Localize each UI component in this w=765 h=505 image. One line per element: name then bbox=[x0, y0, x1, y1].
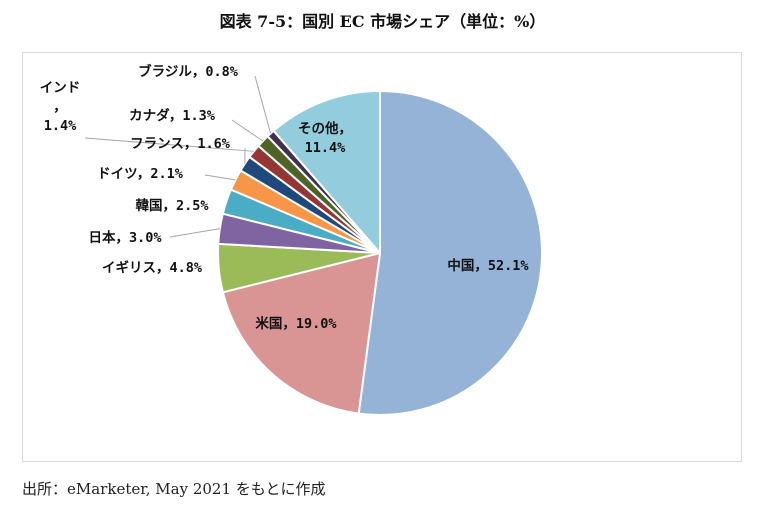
data-label-イギリス: イギリス，4.8% bbox=[102, 260, 203, 276]
pie-slice-米国 bbox=[221, 251, 382, 415]
data-label-ブラジル: ブラジル，0.8% bbox=[138, 63, 239, 80]
data-label-韓国: 韓国，2.5% bbox=[135, 197, 209, 214]
leader-line-日本 bbox=[169, 228, 220, 238]
leader-line-カナダ bbox=[231, 119, 264, 142]
leader-line-ブラジル bbox=[254, 75, 272, 134]
data-label-ドイツ: ドイツ，2.1% bbox=[97, 166, 184, 182]
data-label-カナダ: カナダ，1.3% bbox=[129, 107, 216, 124]
leader-line-ドイツ bbox=[204, 174, 236, 181]
data-label-インド: インド， 1.4% bbox=[40, 80, 81, 134]
data-label-米国: 米国，19.0% bbox=[255, 315, 337, 332]
data-label-中国: 中国，52.1% bbox=[447, 257, 529, 274]
chart-title: 図表 7-5：国別 EC 市場シェア（単位：%） bbox=[219, 12, 546, 31]
data-label-フランス: フランス，1.6% bbox=[130, 136, 231, 152]
plot-area bbox=[22, 52, 742, 462]
source-note: 出所：eMarketer, May 2021 をもとに作成 bbox=[22, 480, 326, 498]
pie-slice-その他 bbox=[272, 89, 381, 256]
data-label-その他: その他， 11.4% bbox=[298, 120, 352, 156]
pie-slice-中国 bbox=[357, 89, 543, 416]
data-label-日本: 日本，3.0% bbox=[88, 229, 162, 246]
leader-line-インド bbox=[84, 137, 254, 152]
